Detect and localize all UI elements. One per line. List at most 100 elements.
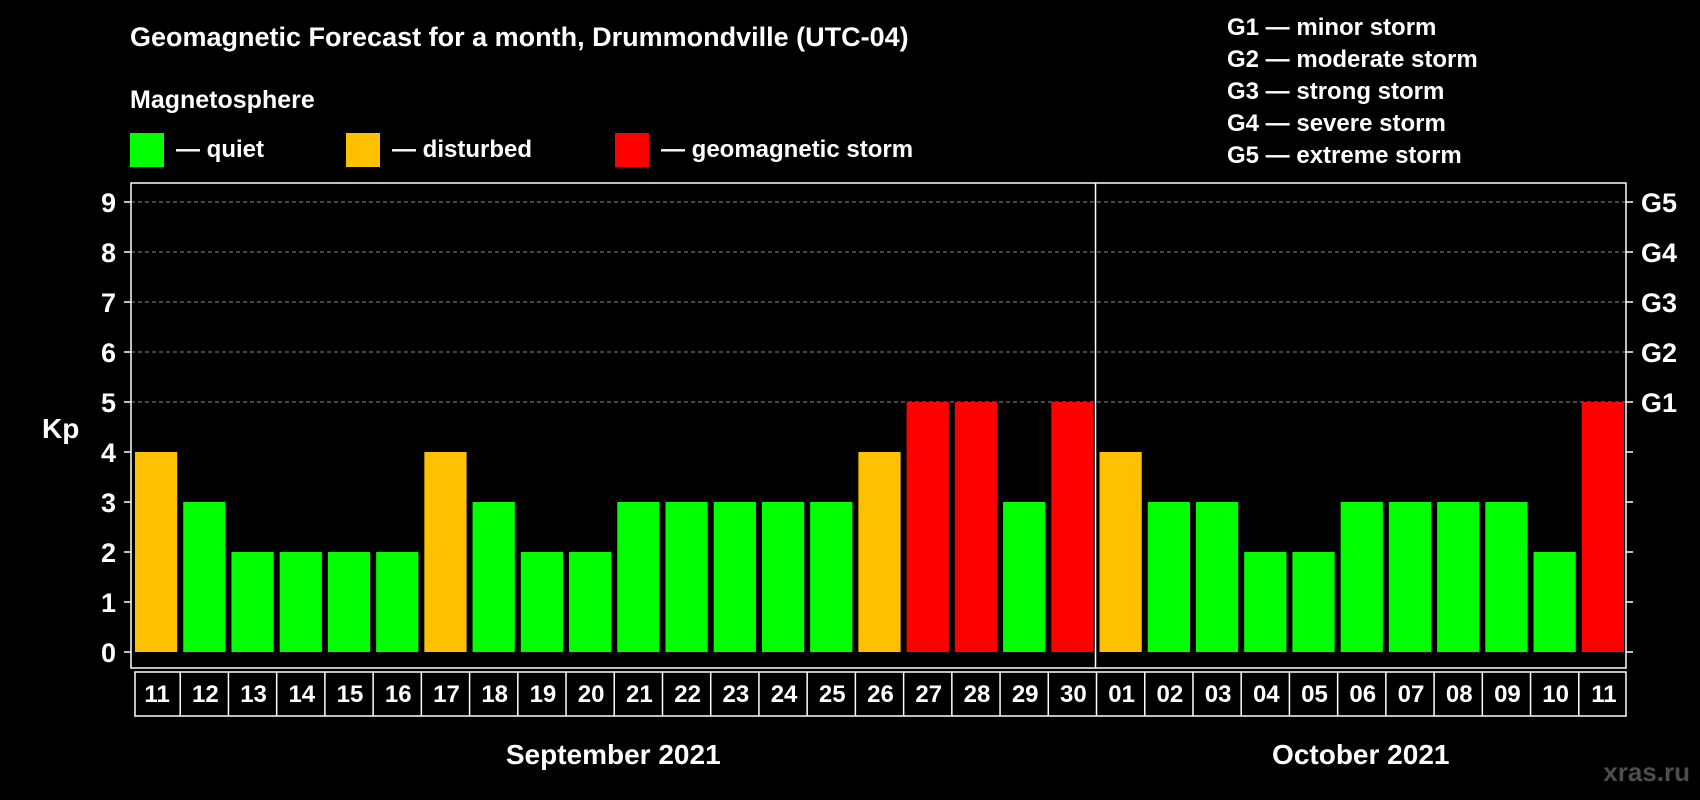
storm-scale-g1: G1 — minor storm: [1227, 14, 1437, 41]
x-tick-label-13: 13: [240, 681, 267, 708]
x-tick-label-29: 29: [1012, 681, 1039, 708]
x-tick-label-12: 12: [192, 681, 219, 708]
x-tick-label-01: 01: [1108, 681, 1135, 708]
y-tick-label-3: 3: [101, 488, 116, 518]
x-tick-label-20: 20: [578, 681, 605, 708]
legend-label-disturbed: — disturbed: [392, 136, 533, 163]
y-axis-label: Kp: [42, 413, 79, 444]
bar-10-29: [1533, 552, 1576, 652]
bar-21-10: [617, 502, 660, 652]
right-axis-label-G3: G3: [1641, 288, 1677, 318]
x-tick-label-17: 17: [433, 681, 460, 708]
storm-scale-g2: G2 — moderate storm: [1227, 46, 1478, 73]
x-tick-label-30: 30: [1060, 681, 1087, 708]
legend-swatch-storm: [615, 133, 649, 167]
x-tick-label-06: 06: [1349, 681, 1376, 708]
x-tick-label-25: 25: [819, 681, 846, 708]
legend-item-quiet: — quiet: [130, 133, 264, 167]
bar-06-25: [1340, 502, 1383, 652]
x-tick-label-28: 28: [964, 681, 991, 708]
x-tick-label-11: 11: [1591, 681, 1616, 708]
x-tick-label-19: 19: [530, 681, 557, 708]
x-tick-label-05: 05: [1301, 681, 1328, 708]
x-tick-label-07: 07: [1398, 681, 1425, 708]
legend-label-quiet: — quiet: [176, 136, 264, 163]
bar-22-11: [665, 502, 708, 652]
legend-swatch-quiet: [130, 133, 164, 167]
x-tick-label-04: 04: [1253, 681, 1280, 708]
x-tick-label-14: 14: [288, 681, 315, 708]
x-tick-label-11: 11: [144, 681, 169, 708]
bar-26-15: [858, 452, 901, 652]
bar-23-12: [713, 502, 756, 652]
x-tick-label-09: 09: [1494, 681, 1521, 708]
bar-03-22: [1195, 502, 1239, 652]
bar-19-8: [520, 552, 564, 652]
day-label-row: [134, 671, 1627, 717]
plot-frame: [130, 182, 1627, 669]
legend-item-storm: — geomagnetic storm: [615, 133, 913, 167]
bar-08-27: [1437, 502, 1480, 652]
x-tick-label-18: 18: [481, 681, 508, 708]
bar-09-28: [1485, 502, 1528, 652]
bar-13-2: [231, 552, 274, 652]
right-axis-label-G2: G2: [1641, 338, 1677, 368]
bar-30-19: [1051, 402, 1094, 652]
storm-scale-legend: G1 — minor storm G2 — moderate storm G3 …: [1227, 12, 1478, 172]
x-tick-label-26: 26: [867, 681, 894, 708]
storm-scale-g5: G5 — extreme storm: [1227, 142, 1462, 169]
bar-04-23: [1244, 552, 1287, 652]
y-tick-label-6: 6: [101, 338, 116, 368]
bar-07-26: [1388, 502, 1432, 652]
bar-27-16: [906, 402, 949, 652]
x-tick-label-22: 22: [674, 681, 701, 708]
x-tick-label-16: 16: [385, 681, 412, 708]
bar-05-24: [1292, 552, 1335, 652]
legend-item-disturbed: — disturbed: [346, 133, 532, 167]
x-tick-label-15: 15: [337, 681, 364, 708]
bar-11-30: [1581, 402, 1624, 652]
y-tick-label-1: 1: [101, 588, 116, 618]
month-label-0: September 2021: [506, 739, 721, 770]
y-tick-label-5: 5: [101, 388, 116, 418]
bar-25-14: [810, 502, 853, 652]
bar-29-18: [1003, 502, 1046, 652]
bar-12-1: [183, 502, 226, 652]
storm-scale-g4: G4 — severe storm: [1227, 110, 1446, 137]
legend-label-storm: — geomagnetic storm: [661, 136, 914, 163]
bar-16-5: [376, 552, 419, 652]
right-axis-label-G1: G1: [1641, 388, 1677, 418]
bar-11-0: [135, 452, 178, 652]
bar-01-20: [1099, 452, 1142, 652]
x-tick-label-03: 03: [1205, 681, 1232, 708]
legend-swatch-disturbed: [346, 133, 380, 167]
x-tick-label-27: 27: [915, 681, 942, 708]
x-tick-label-02: 02: [1157, 681, 1184, 708]
bar-18-7: [472, 502, 515, 652]
x-tick-label-23: 23: [722, 681, 749, 708]
bar-14-3: [279, 552, 322, 652]
right-axis-label-G5: G5: [1641, 188, 1677, 218]
right-axis-label-G4: G4: [1641, 238, 1677, 268]
y-tick-label-0: 0: [101, 638, 116, 668]
bar-24-13: [761, 502, 805, 652]
bar-02-21: [1147, 502, 1190, 652]
y-tick-label-4: 4: [101, 438, 116, 468]
bar-15-4: [327, 552, 371, 652]
bar-17-6: [424, 452, 467, 652]
bar-28-17: [954, 402, 998, 652]
x-tick-label-24: 24: [771, 681, 798, 708]
y-tick-label-8: 8: [101, 238, 116, 268]
bar-20-9: [569, 552, 612, 652]
y-tick-label-7: 7: [101, 288, 116, 318]
legend-title: Magnetosphere: [130, 86, 315, 114]
x-tick-label-10: 10: [1542, 681, 1569, 708]
storm-scale-g3: G3 — strong storm: [1227, 78, 1445, 105]
x-tick-label-08: 08: [1446, 681, 1473, 708]
y-tick-label-9: 9: [101, 188, 116, 218]
chart-title: Geomagnetic Forecast for a month, Drummo…: [130, 22, 909, 52]
watermark: xras.ru: [1603, 757, 1690, 787]
y-tick-label-2: 2: [101, 538, 116, 568]
month-label-1: October 2021: [1272, 739, 1449, 770]
